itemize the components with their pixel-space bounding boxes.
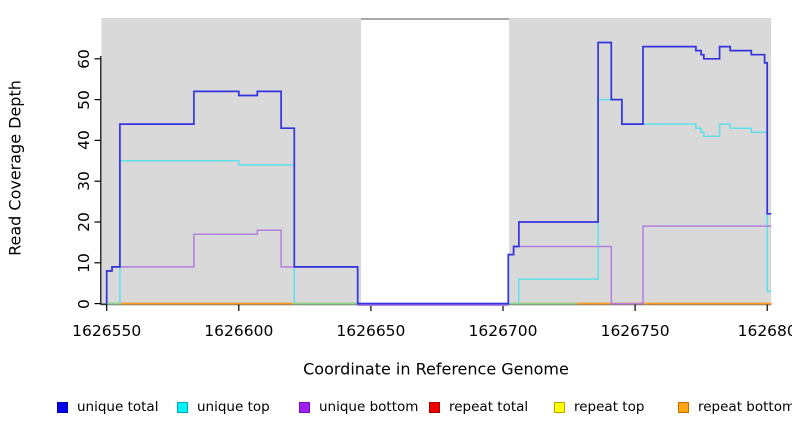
legend-swatch-unique-total bbox=[57, 401, 68, 413]
legend-swatch-repeat-bottom bbox=[678, 401, 689, 413]
y-tick-label: 40 bbox=[75, 130, 93, 151]
y-tick-label: 20 bbox=[75, 212, 93, 232]
y-tick-label: 30 bbox=[75, 171, 93, 192]
y-tick-label: 0 bbox=[75, 298, 93, 309]
legend-label: unique total bbox=[77, 399, 159, 415]
x-tick-label: 1626700 bbox=[468, 322, 538, 340]
legend-item-unique-bottom: unique bottom bbox=[299, 399, 419, 415]
legend-item-repeat-total: repeat total bbox=[429, 399, 529, 415]
x-tick-label: 1626750 bbox=[600, 322, 670, 340]
legend-label: repeat top bbox=[574, 399, 645, 415]
y-tick-label: 10 bbox=[75, 252, 93, 273]
legend-swatch-unique-top bbox=[177, 401, 188, 413]
y-tick-label: 50 bbox=[75, 89, 93, 110]
x-tick-label: 1626550 bbox=[72, 322, 142, 340]
legend-label: unique bottom bbox=[319, 399, 419, 415]
x-tick-label: 1626650 bbox=[336, 322, 406, 340]
legend-swatch-repeat-total bbox=[429, 401, 440, 413]
legend-item-repeat-top: repeat top bbox=[554, 399, 645, 415]
x-axis-title: Coordinate in Reference Genome bbox=[303, 359, 569, 379]
legend-swatch-repeat-top bbox=[554, 401, 565, 413]
x-tick-label: 162680 bbox=[737, 322, 792, 340]
x-tick-label: 1626600 bbox=[204, 322, 274, 340]
legend-item-unique-total: unique total bbox=[57, 399, 159, 415]
legend-label: repeat bottom bbox=[698, 399, 792, 415]
legend-item-unique-top: unique top bbox=[177, 399, 270, 415]
legend-item-repeat-bottom: repeat bottom bbox=[678, 399, 792, 415]
legend-label: unique top bbox=[197, 399, 270, 415]
y-axis-title: Read Coverage Depth bbox=[5, 80, 25, 256]
legend-swatch-unique-bottom bbox=[299, 401, 310, 413]
y-tick-label: 60 bbox=[75, 48, 93, 69]
legend-label: repeat total bbox=[449, 399, 529, 415]
